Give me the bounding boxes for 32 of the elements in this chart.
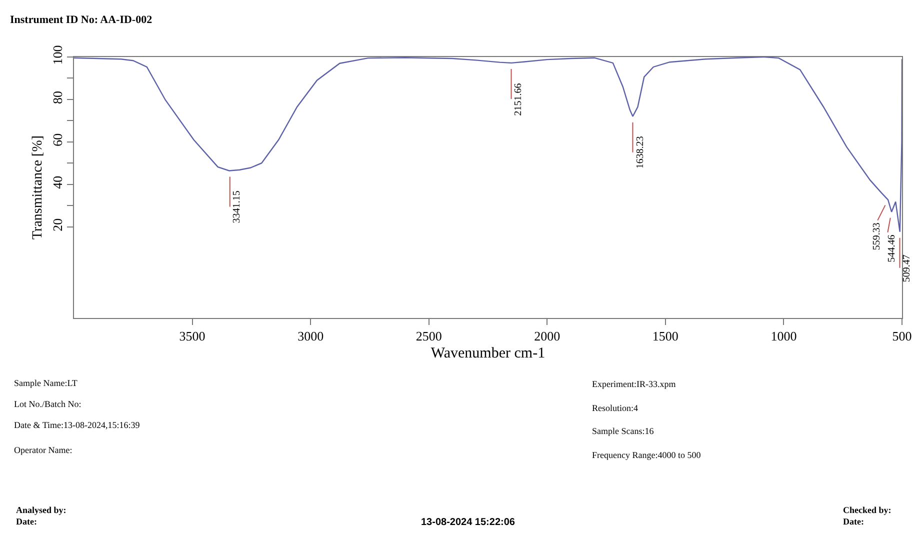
x-tick-label: 2000 <box>534 328 560 344</box>
text: Checked by: Date: <box>843 505 892 527</box>
y-tick-label: 100 <box>50 45 65 65</box>
text: Lot No./Batch No: <box>14 399 82 409</box>
text: Analysed by: Date: <box>16 505 66 527</box>
text: Sample Scans:16 <box>592 426 654 436</box>
y-tick-label: 80 <box>50 90 65 104</box>
text: Sample Name:LT <box>14 378 78 388</box>
annotation: 2151.66 <box>512 83 524 116</box>
annotation: 559.33 <box>872 222 882 250</box>
annotation: 544.46 <box>886 234 898 262</box>
text: Experiment:IR-33.xpm <box>592 379 676 389</box>
y-tick-label: 40 <box>50 176 65 189</box>
text: Instrument ID No: AA-ID-002 <box>10 14 153 26</box>
x-tick-label: 500 <box>892 328 912 344</box>
annotation: 3341.15 <box>232 190 243 224</box>
annotation: 1638.23 <box>634 136 646 169</box>
y-tick-label: 20 <box>50 218 65 232</box>
y-tick-label: 60 <box>50 133 65 146</box>
text: Resolution:4 <box>592 403 638 413</box>
text: Date & Time:13-08-2024,15:16:39 <box>14 420 140 430</box>
x-tick-label: 1000 <box>770 328 797 344</box>
text: Frequency Range:4000 to 500 <box>592 450 702 460</box>
x-tick-label: 3500 <box>179 328 206 344</box>
x-axis-title: Wavenumber cm-1 <box>430 346 546 362</box>
text: Operator Name: <box>14 445 72 455</box>
text: 13-08-2024 15:22:06 <box>421 517 516 528</box>
x-tick-label: 3000 <box>298 328 324 344</box>
y-axis-title: Transmittance [%] <box>30 135 46 240</box>
annotation: 509.47 <box>901 254 912 282</box>
x-tick-label: 2500 <box>416 328 442 344</box>
x-tick-label: 1500 <box>652 328 678 344</box>
